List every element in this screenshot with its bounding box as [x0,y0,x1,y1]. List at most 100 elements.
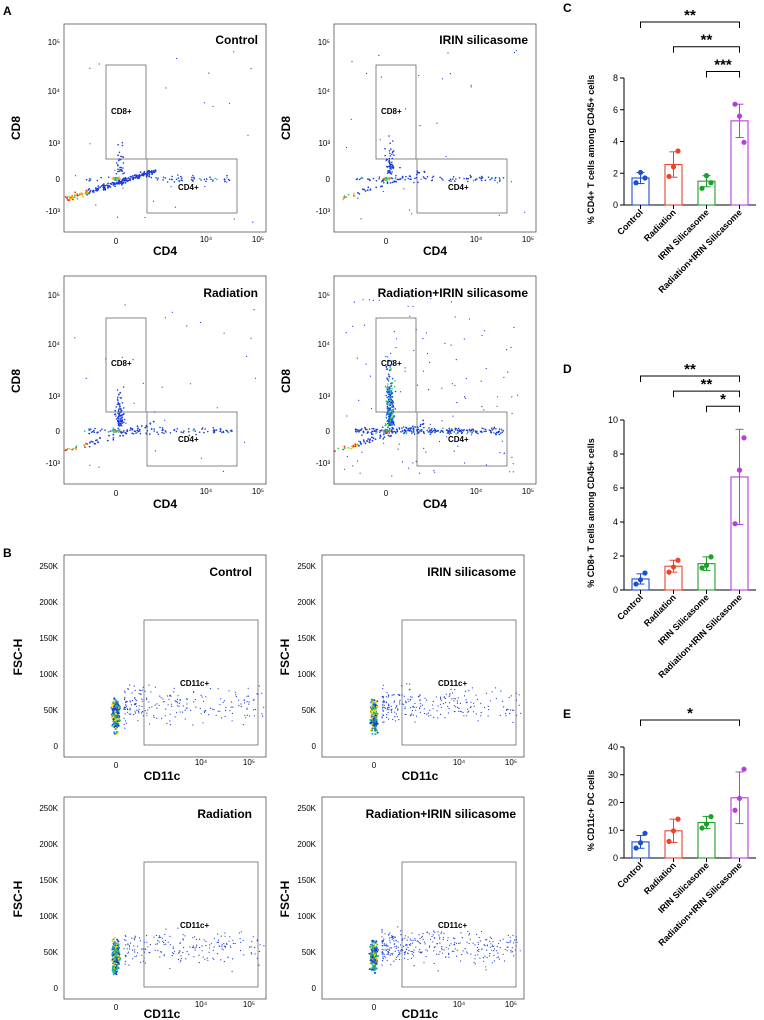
event-dot [239,949,242,952]
event-dot [205,180,207,183]
event-dot [171,311,173,313]
event-dot [442,179,444,181]
event-dot [350,445,353,448]
event-dot [382,957,384,959]
event-dot [246,707,248,709]
event-dot [134,951,136,953]
event-dot [129,701,131,703]
event-dot [503,706,505,708]
event-dot [120,424,123,427]
event-dot [470,84,472,86]
data-point [736,795,743,801]
event-dot [417,431,420,434]
event-dot [502,953,504,955]
event-dot [442,936,444,939]
event-dot [231,970,233,973]
event-dot [412,431,414,433]
event-dot [404,430,407,433]
event-dot [441,387,443,389]
event-dot [391,694,393,696]
event-dot [123,717,125,720]
event-dot [148,173,151,176]
event-dot [398,701,400,703]
event-dot [421,935,423,937]
event-dot [413,965,415,967]
event-dot [154,949,156,952]
event-dot [90,440,93,443]
event-dot [352,446,354,449]
event-dot [374,729,377,732]
y-tick: 200K [39,598,58,607]
event-dot [119,423,122,425]
event-dot [387,383,389,385]
event-dot [126,429,129,431]
event-dot [170,695,172,697]
gate-label-cd11c: CD11c+ [180,679,209,688]
event-dot [375,945,378,948]
event-dot [342,198,344,201]
event-dot [415,709,417,711]
event-dot [493,945,495,948]
event-dot [186,951,188,953]
event-dot [475,694,477,696]
event-dot [480,179,483,182]
event-dot [158,935,160,937]
event-dot [370,723,373,726]
event-dot [454,948,456,950]
event-dot [506,950,508,952]
event-dot [263,945,265,947]
event-dot [382,714,384,716]
event-dot [109,186,112,188]
event-dot [176,698,179,700]
event-dot [483,409,485,411]
event-dot [113,723,116,726]
event-dot [433,716,435,719]
event-dot [192,937,194,939]
event-dot [388,177,390,180]
event-dot [111,713,114,716]
event-dot [440,713,442,716]
event-dot [407,177,410,180]
event-dot [146,430,149,432]
event-dot [208,714,210,716]
significance-bracket [640,21,740,28]
event-dot [216,941,218,944]
event-dot [421,704,423,706]
event-dot [497,431,500,434]
event-dot [124,304,126,306]
event-dot [112,938,115,941]
cd11c-gate [401,619,517,746]
event-dot [434,430,437,432]
event-dot [243,441,246,443]
event-dot [116,709,119,712]
event-dot [500,429,503,431]
event-dot [468,318,470,320]
event-dot [376,731,379,734]
event-dot [182,934,184,936]
event-dot [230,946,232,948]
event-dot [506,946,508,948]
event-dot [164,317,166,319]
scatter-events [334,296,519,477]
data-point [642,570,648,576]
event-dot [395,174,397,177]
event-dot [490,937,493,940]
event-dot [498,958,501,960]
event-dot [408,175,411,177]
event-dot [115,947,118,950]
event-dot [125,956,127,958]
event-dot [439,951,441,953]
x-tick: 10⁴ [200,487,213,496]
event-dot [135,432,137,435]
event-dot [261,692,263,694]
event-dot [414,177,416,180]
event-dot [203,102,206,104]
event-dot [389,932,391,934]
event-dot [74,191,77,194]
event-dot [221,944,223,946]
event-dot [220,959,222,961]
event-dot [385,415,388,417]
event-dot [383,958,385,960]
event-dot [201,945,203,947]
event-dot [217,933,219,935]
